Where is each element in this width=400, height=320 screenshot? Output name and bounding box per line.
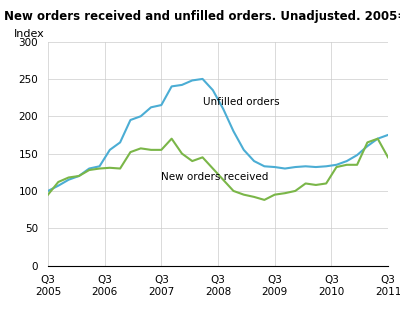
Text: New orders received and unfilled orders. Unadjusted. 2005=100: New orders received and unfilled orders.… (4, 10, 400, 23)
Text: Index: Index (14, 29, 45, 39)
Text: New orders received: New orders received (161, 172, 269, 182)
Text: Unfilled orders: Unfilled orders (202, 97, 279, 107)
